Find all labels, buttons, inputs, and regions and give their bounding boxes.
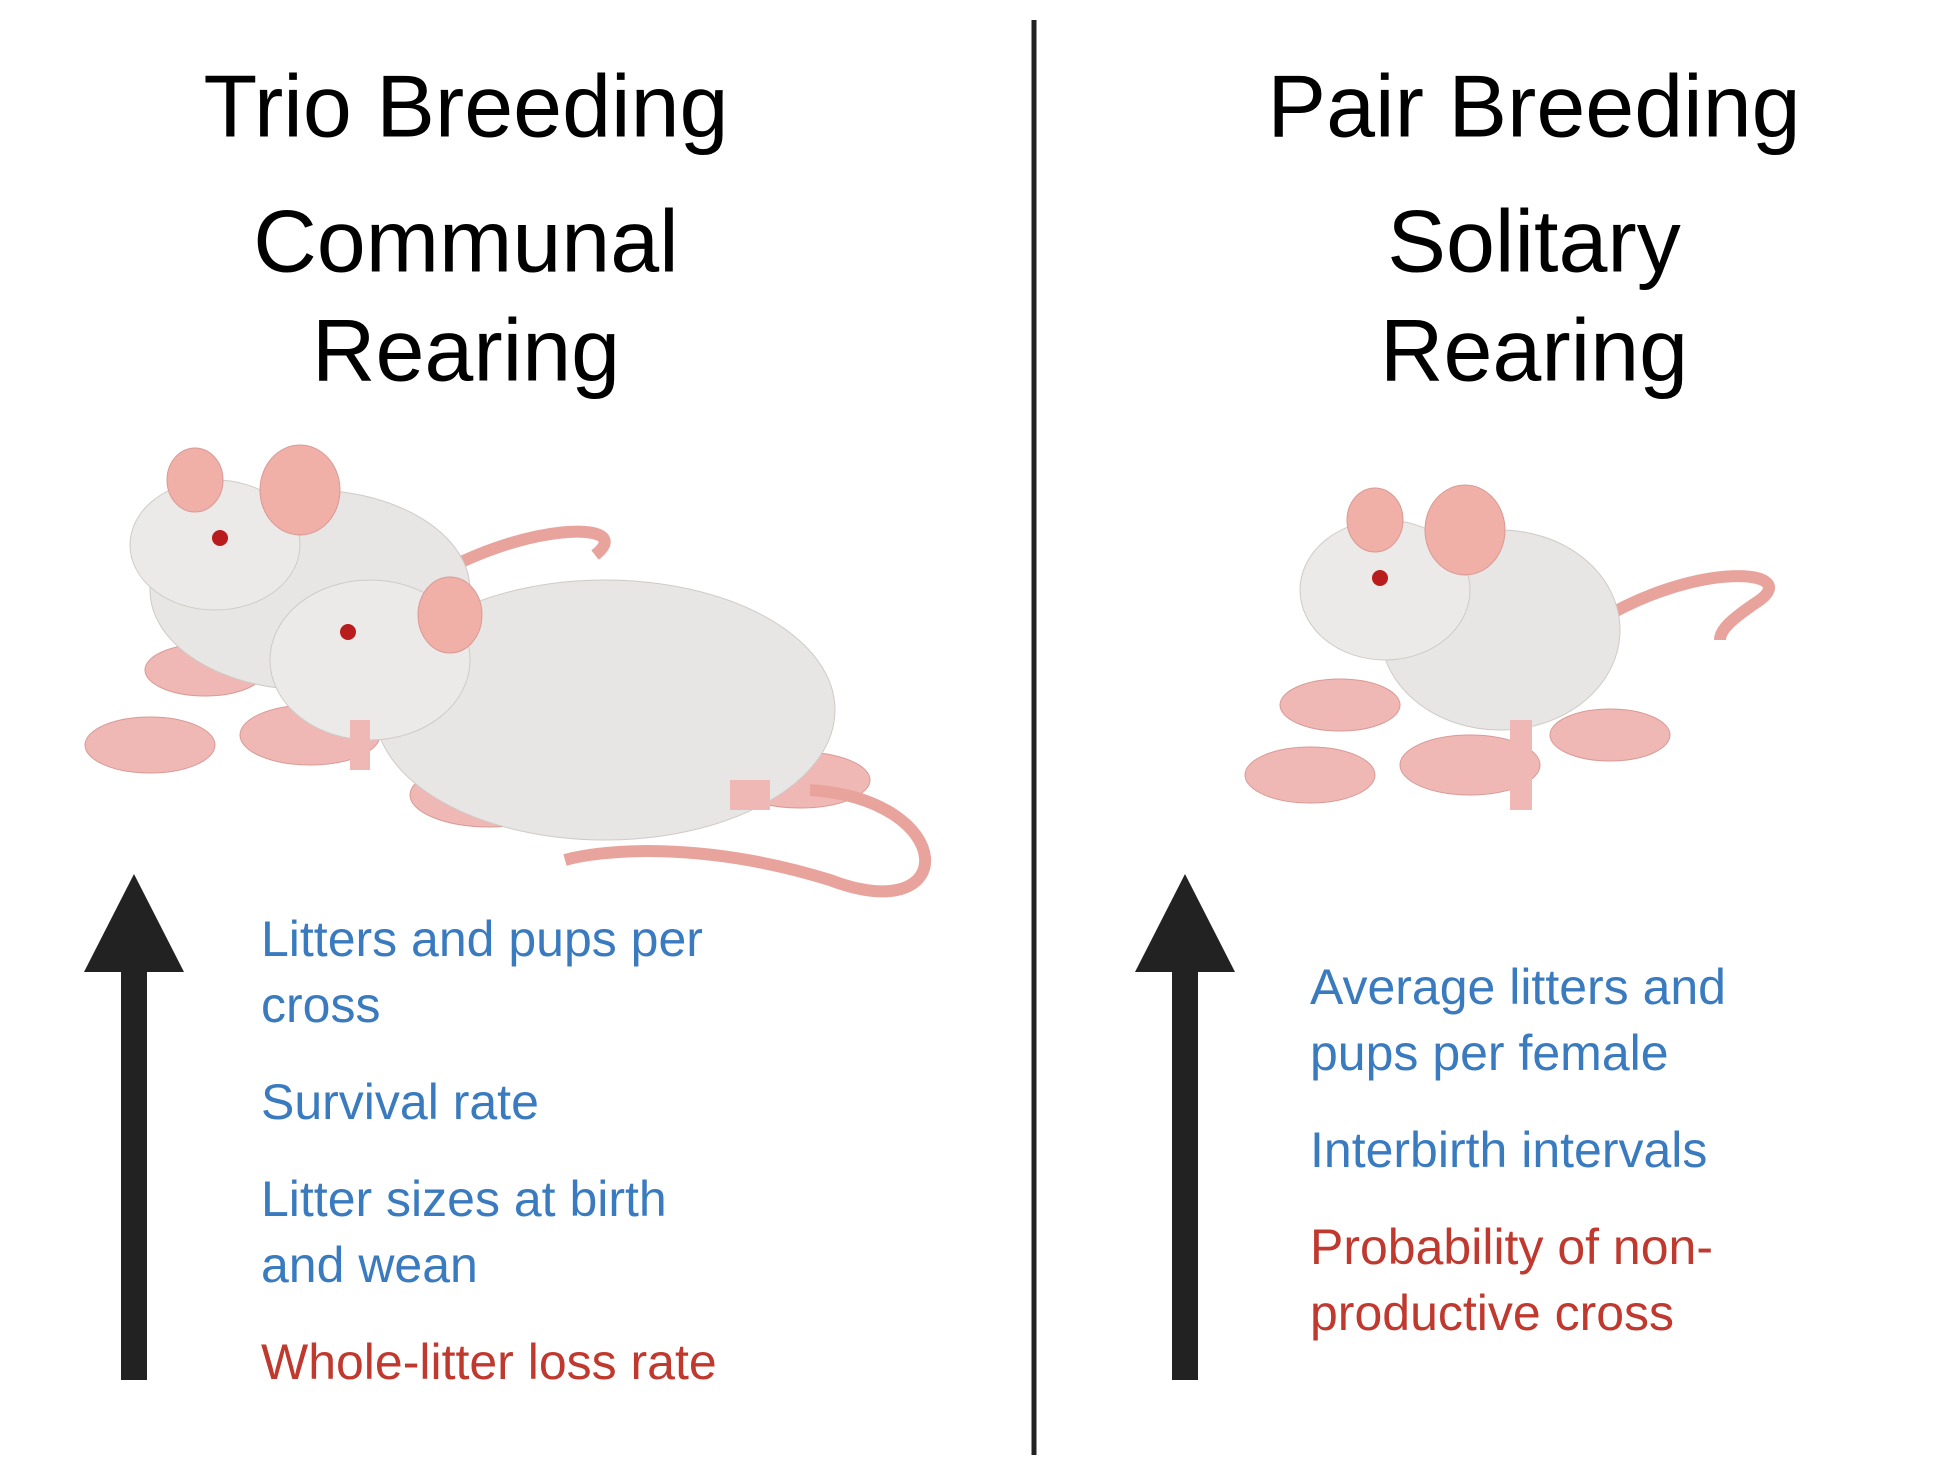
effect-item: Probability of non-	[1310, 1219, 1713, 1275]
up-arrow-shaft	[121, 960, 147, 1380]
panel-title: Trio Breeding	[204, 56, 729, 155]
effect-item: Survival rate	[261, 1074, 539, 1130]
panel-subtitle: Solitary	[1387, 191, 1680, 290]
effect-item: Interbirth intervals	[1310, 1122, 1707, 1178]
panel-subtitle: Rearing	[1380, 300, 1688, 399]
panel-title: Pair Breeding	[1267, 56, 1800, 155]
panel-subtitle: Communal	[253, 191, 678, 290]
pair-mouse-illustration	[1244, 484, 1775, 810]
up-arrow-shaft	[1172, 960, 1198, 1380]
effect-item: and wean	[261, 1237, 478, 1293]
effect-item: productive cross	[1310, 1285, 1674, 1341]
effect-item: pups per female	[1310, 1025, 1669, 1081]
effect-item: Litter sizes at birth	[261, 1171, 667, 1227]
effect-item: Litters and pups per	[261, 911, 703, 967]
panel-subtitle: Rearing	[312, 300, 620, 399]
up-arrow-head	[84, 874, 184, 972]
effect-item: cross	[261, 977, 380, 1033]
up-arrow-head	[1135, 874, 1235, 972]
effect-item: Average litters and	[1310, 959, 1726, 1015]
effect-item: Whole-litter loss rate	[261, 1334, 717, 1390]
trio-mice-illustration	[84, 444, 932, 898]
